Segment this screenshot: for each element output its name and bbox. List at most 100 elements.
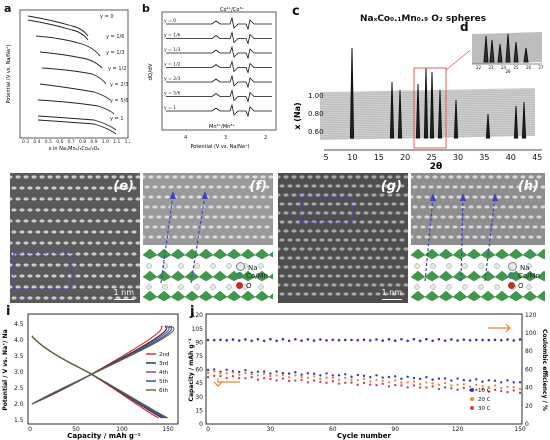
panel-c-floor-line xyxy=(319,95,536,100)
panel-j-capacity-point xyxy=(294,374,297,377)
tem-na-atom xyxy=(194,284,200,290)
tem-atom-column xyxy=(228,235,234,239)
tem-g-selection xyxy=(299,196,353,224)
panel-j-capacity-point xyxy=(481,388,484,391)
panel-d-xtick: 23 xyxy=(489,65,495,70)
tem-atom-column xyxy=(232,225,238,229)
tem-atom-column xyxy=(460,225,466,229)
panel-i-ytick: 4.0 xyxy=(14,337,24,344)
tem-atom-column xyxy=(103,241,109,245)
tem-atom-column xyxy=(335,274,341,278)
panel-c-xtick: 10 xyxy=(347,153,357,162)
tem-atom-column xyxy=(500,205,506,209)
structure-legend-2: Na Co/Mn O xyxy=(508,262,548,302)
panel-j-ce-point xyxy=(356,338,360,342)
tem-atom-column xyxy=(107,208,113,212)
tem-atom-column xyxy=(278,175,281,179)
tem-atom-column xyxy=(75,274,81,278)
tem-atom-column xyxy=(411,195,414,199)
panel-j-ce-point xyxy=(431,339,434,343)
tem-atom-column xyxy=(55,241,61,245)
panel-j-capacity-point xyxy=(487,390,490,393)
panel-j-ce-point xyxy=(287,339,291,343)
tem-atom-column xyxy=(323,247,329,251)
tem-atom-column xyxy=(107,296,113,300)
tem-na-atom xyxy=(258,263,264,269)
panel-j-capacity-point xyxy=(350,381,353,384)
tem-atom-column xyxy=(516,205,522,209)
panel-j-capacity-point xyxy=(456,377,459,380)
tem-atom-column xyxy=(315,229,321,233)
tem-atom-column xyxy=(123,230,129,234)
tem-atom-column xyxy=(484,225,490,229)
panel-a-curve-6b xyxy=(37,119,117,135)
tem-atom-column xyxy=(152,205,158,209)
tem-atom-column xyxy=(268,215,273,219)
tem-atom-column xyxy=(204,175,210,179)
tem-atom-column xyxy=(135,263,140,267)
panel-a-curve-5 xyxy=(37,99,115,115)
panel-c-peak xyxy=(389,81,395,139)
tem-atom-column xyxy=(164,215,170,219)
tem-atom-column xyxy=(375,274,381,278)
tem-atom-column xyxy=(148,175,154,179)
panel-j-capacity-point xyxy=(406,386,409,389)
tem-atom-column xyxy=(103,219,109,223)
panel-j-frame xyxy=(205,313,523,425)
tem-atom-column xyxy=(488,235,494,239)
tem-atom-column xyxy=(59,186,65,190)
tem-atom-column xyxy=(264,225,270,229)
panel-c-floor-line xyxy=(319,102,536,107)
panel-j-capacity-point xyxy=(356,383,359,387)
tem-atom-column xyxy=(63,263,69,267)
tem-atom-column xyxy=(83,208,89,212)
tem-na-atom xyxy=(178,284,184,290)
tem-atom-column xyxy=(35,186,41,190)
tem-atom-column xyxy=(111,263,117,267)
panel-j-capacity-point xyxy=(312,379,316,382)
panel-a-ylabel: Potential (V vs. Na/Na⁺) xyxy=(6,44,12,103)
panel-a-curve-label-5: y = 5/6 xyxy=(110,98,128,104)
tem-atom-column xyxy=(480,215,486,219)
tem-atom-column xyxy=(79,197,85,201)
tem-atom-column xyxy=(123,208,129,212)
tem-atom-column xyxy=(143,215,146,219)
legend-o-2: O xyxy=(508,282,524,290)
panel-j-capacity-point xyxy=(512,381,515,384)
panel-a-xtick: 0.7 xyxy=(68,139,75,145)
tem-atom-column xyxy=(460,205,466,209)
tem-atom-column xyxy=(212,235,218,239)
tem-atom-column xyxy=(299,211,305,215)
panel-j-capacity-point xyxy=(331,376,334,380)
tem-atom-column xyxy=(216,185,222,189)
tem-atom-column xyxy=(291,211,297,215)
panel-j-capacity-point xyxy=(387,381,391,384)
panel-j-ce-point xyxy=(225,339,229,342)
tem-atom-column xyxy=(291,247,297,251)
tem-atom-column xyxy=(319,238,325,242)
panel-j-legend-label: 10 C xyxy=(478,388,491,394)
panel-b-curve-label: y = 0 xyxy=(164,18,176,24)
tem-atom-column xyxy=(432,235,438,239)
panel-c-peak xyxy=(485,113,491,139)
panel-j-capacity-point xyxy=(306,372,310,375)
tem-atom-column xyxy=(512,195,518,199)
tem-atom-column xyxy=(440,175,446,179)
tem-atom-column xyxy=(456,175,462,179)
panel-j-capacity-point xyxy=(431,385,434,388)
tem-atom-column xyxy=(172,175,178,179)
tem-atom-column xyxy=(351,202,357,206)
tem-atom-column xyxy=(331,247,337,251)
tem-atom-column xyxy=(228,175,234,179)
tem-atom-column xyxy=(172,235,178,239)
tem-atom-column xyxy=(335,238,341,242)
panel-i-ytick: 4.5 xyxy=(14,321,24,328)
tem-atom-column xyxy=(448,235,454,239)
tem-atom-column xyxy=(500,225,506,229)
tem-atom-column xyxy=(19,296,25,300)
panel-j-capacity-point xyxy=(418,377,422,381)
panel-i-xtick: 150 xyxy=(162,426,174,433)
tem-atom-column xyxy=(192,205,198,209)
panel-j-capacity-point xyxy=(238,376,241,380)
tem-atom-column xyxy=(428,185,434,189)
